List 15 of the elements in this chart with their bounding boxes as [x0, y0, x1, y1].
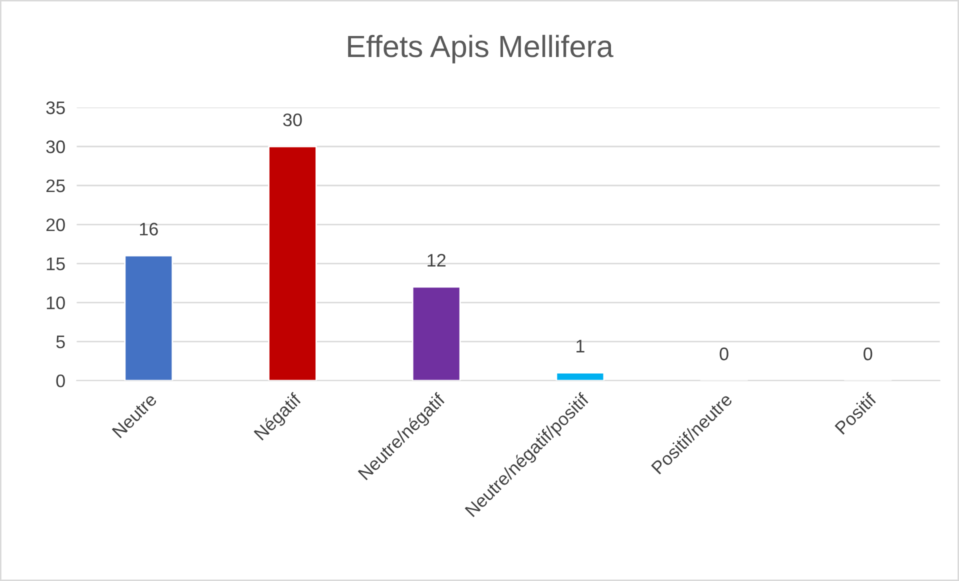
data-label: 0: [864, 348, 872, 360]
data-label: 0: [720, 348, 728, 360]
y-tick-label: 10: [46, 296, 65, 310]
chart-title: Effets Apis Mellifera: [348, 34, 614, 64]
y-tick-label: 15: [46, 258, 65, 270]
y-tick-label: 0: [56, 374, 65, 388]
data-label: 12: [428, 254, 446, 267]
y-tick-label: 35: [46, 101, 65, 114]
data-label: 1: [576, 340, 584, 352]
y-tick-label: 25: [46, 179, 65, 192]
data-label: 16: [140, 222, 158, 236]
data-label: 30: [283, 113, 302, 126]
y-tick-label: 20: [46, 218, 65, 232]
y-tick-label: 5: [56, 336, 65, 348]
y-tick-label: 30: [46, 140, 65, 154]
